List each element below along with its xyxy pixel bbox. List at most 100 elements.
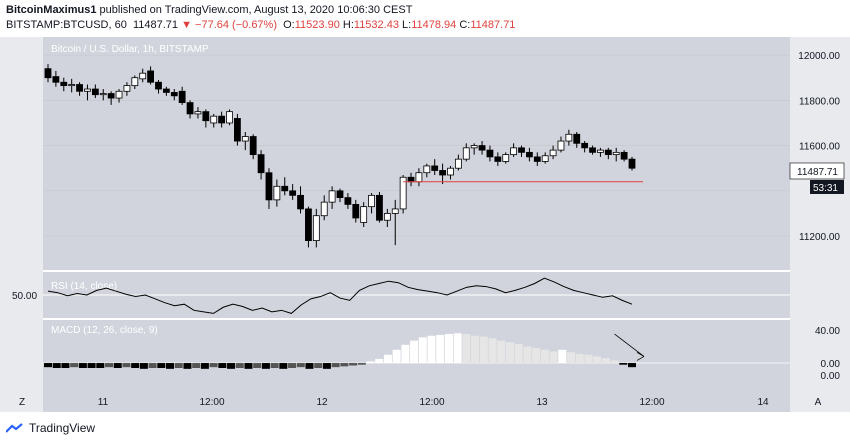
zoom-corner-label: Z [19,397,25,408]
macd-bar [514,344,523,364]
macd-bar [436,334,445,364]
candle-body [423,165,431,174]
macd-bar [453,333,462,364]
candle-body [589,147,596,153]
candle-body [52,76,60,83]
time-tick-label: 12:00 [199,397,224,408]
last-price-tag: 11487.71 [797,167,838,178]
candle-body [312,215,320,241]
candle-body [76,84,83,92]
macd-bar [288,363,297,368]
author-name[interactable]: BitcoinMaximus1 [6,4,97,16]
macd-bar [575,353,584,364]
candle-body [399,176,407,210]
macd-bar [410,340,419,364]
macd-bar [401,344,410,364]
macd-bar [488,338,497,364]
macd-bar [235,363,244,368]
candle-body [99,93,107,96]
candle-body [234,118,241,142]
macd-bar [340,363,349,367]
tradingview-logo-icon [6,422,23,433]
candle-body [297,194,304,210]
candle-body [383,213,391,221]
tradingview-brand: TradingView [29,421,96,435]
macd-bar [105,363,114,368]
macd-bar [349,363,358,366]
candle-body [478,145,486,151]
macd-bar [366,361,375,364]
candle-body [84,88,91,92]
macd-bar [392,349,401,364]
candle-body [533,156,541,162]
macd-bar [148,363,157,368]
macd-bar [566,352,575,364]
macd-bar [427,335,436,364]
candle-body [628,158,636,169]
candle-body [226,111,233,124]
price-tick-label: 11600.00 [799,142,840,153]
candle-body [257,154,265,174]
macd-bar [479,336,488,364]
candle-body [218,115,226,124]
macd-bar [558,349,567,364]
candle-body [494,156,502,162]
rsi-line [47,277,633,314]
time-tick-label: 12 [316,397,328,408]
macd-bar [601,358,610,364]
macd-bar [505,342,514,364]
macd-bar [157,363,166,368]
candle-body [518,147,525,153]
price-pane [43,37,790,270]
macd-bar [593,356,602,364]
candle-body [320,201,328,217]
macd-bar [87,363,96,368]
macd-title: MACD (12, 26, close, 9) [51,325,158,336]
time-tick-label: 13 [536,397,548,408]
macd-trend-line [614,333,645,357]
candle-body [470,145,478,149]
macd-bar [131,363,140,368]
macd-bar [314,363,323,368]
price-pane-title: Bitcoin / U.S. Dollar, 1h, BITSTAMP [51,44,209,55]
macd-bar [540,349,549,364]
candle-body [91,88,99,96]
candle-body [604,149,612,156]
candle-body [123,85,131,92]
macd-tick-label: 0.00 [821,371,841,382]
candle-body [328,190,336,203]
macd-bar [279,363,288,369]
candle-body [162,88,170,93]
candle-body [597,149,604,153]
candle-body [60,81,68,87]
candle-body [510,147,518,156]
low-value: 11478.94 [411,19,457,31]
macd-tick-label: 0.00 [821,359,841,370]
time-tick-label: 12:00 [419,397,444,408]
macd-bar [462,334,471,364]
candle-body [336,190,344,199]
candle-body [344,197,352,205]
candle-body [581,142,589,149]
macd-bar [113,363,122,368]
price-tick-label: 11800.00 [799,96,840,107]
macd-bar [383,354,392,364]
candle-body [502,154,510,162]
macd-bar [244,363,253,369]
last-price: 11487.71 [132,19,179,31]
macd-bar [305,363,314,369]
candle-body [107,93,115,99]
macd-bar [96,363,105,368]
macd-bar [139,363,148,369]
price-tick-label: 11200.00 [799,232,840,243]
candle-body [139,72,147,80]
countdown-tag: 53:31 [813,183,838,194]
last-price-tag-bg [789,162,845,180]
macd-bar [610,360,619,364]
close-label: C: [459,19,471,31]
candle-body [352,203,360,219]
candle-body [170,92,178,97]
candle-body [391,208,399,214]
time-tick-label: 12:00 [639,397,664,408]
